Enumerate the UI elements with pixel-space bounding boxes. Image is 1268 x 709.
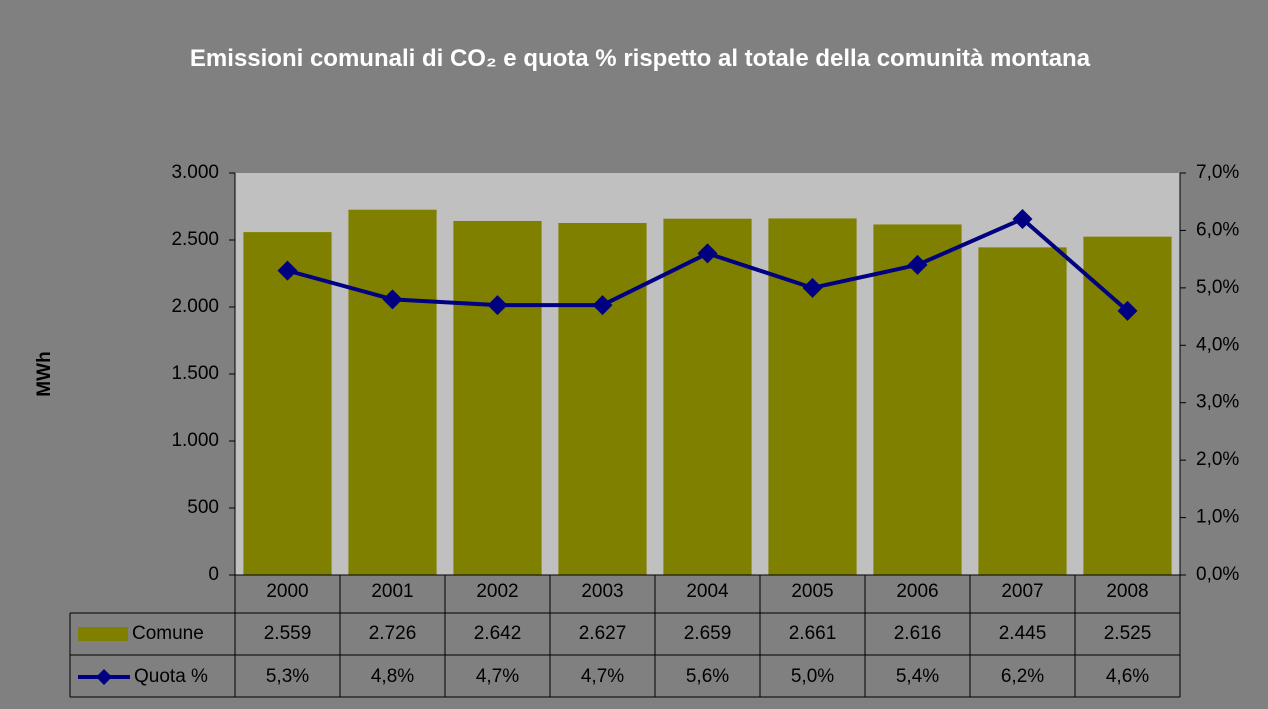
- table-value: 5,6%: [686, 666, 729, 687]
- bar: [978, 247, 1067, 575]
- marker: [907, 254, 928, 275]
- y-tick-label: 0: [208, 564, 219, 585]
- y-tick-label: 2.000: [171, 296, 219, 317]
- table-value: 2.616: [894, 623, 942, 644]
- bar: [873, 224, 962, 575]
- table-value: 2.659: [684, 623, 732, 644]
- y-tick-label: 500: [187, 497, 219, 518]
- y2-tick-label: 6,0%: [1196, 219, 1239, 240]
- x-tick-label: 2003: [581, 581, 623, 602]
- y2-tick-label: 5,0%: [1196, 277, 1239, 298]
- marker: [382, 289, 403, 310]
- bar: [1083, 236, 1172, 575]
- y-axis-label: MWh: [34, 351, 55, 396]
- table-value: 5,3%: [266, 666, 309, 687]
- y2-tick-label: 7,0%: [1196, 162, 1239, 183]
- x-tick-label: 2007: [1001, 581, 1043, 602]
- table-value: 4,7%: [581, 666, 624, 687]
- table-value: 5,4%: [896, 666, 939, 687]
- table-value: 2.627: [579, 623, 627, 644]
- y2-tick-label: 2,0%: [1196, 449, 1239, 470]
- bar: [663, 218, 752, 575]
- table-value: 5,0%: [791, 666, 834, 687]
- y-tick-label: 3.000: [171, 162, 219, 183]
- y-tick-label: 2.500: [171, 229, 219, 250]
- bar: [243, 232, 332, 575]
- table-value: 2.642: [474, 623, 522, 644]
- x-tick-label: 2000: [266, 581, 308, 602]
- bar: [558, 222, 647, 575]
- bar: [348, 209, 437, 575]
- y2-tick-label: 4,0%: [1196, 334, 1239, 355]
- legend-label: Quota %: [134, 666, 208, 687]
- bar: [453, 220, 542, 576]
- table-value: 2.525: [1104, 623, 1152, 644]
- y2-tick-label: 3,0%: [1196, 392, 1239, 413]
- x-tick-label: 2005: [791, 581, 833, 602]
- chart-title: Emissioni comunali di CO₂ e quota % risp…: [189, 45, 1091, 72]
- marker: [697, 243, 718, 264]
- table-value: 2.726: [369, 623, 417, 644]
- table-value: 4,8%: [371, 666, 414, 687]
- legend-marker: [96, 669, 112, 685]
- marker: [277, 260, 298, 281]
- marker: [1012, 208, 1033, 229]
- y-tick-label: 1.500: [171, 363, 219, 384]
- marker: [1117, 300, 1138, 321]
- marker: [802, 277, 823, 298]
- table-value: 4,7%: [476, 666, 519, 687]
- table-value: 6,2%: [1001, 666, 1044, 687]
- legend-key: [78, 627, 128, 641]
- y2-tick-label: 0,0%: [1196, 564, 1239, 585]
- y2-tick-label: 1,0%: [1196, 507, 1239, 528]
- bar: [768, 218, 857, 575]
- marker: [487, 295, 508, 316]
- table-value: 2.661: [789, 623, 837, 644]
- marker: [592, 295, 613, 316]
- legend-label: Comune: [132, 623, 204, 644]
- y-tick-label: 1.000: [171, 430, 219, 451]
- table-value: 2.559: [264, 623, 312, 644]
- table-value: 2.445: [999, 623, 1047, 644]
- x-tick-label: 2008: [1106, 581, 1148, 602]
- x-tick-label: 2006: [896, 581, 938, 602]
- x-tick-label: 2001: [371, 581, 413, 602]
- x-tick-label: 2002: [476, 581, 518, 602]
- x-tick-label: 2004: [686, 581, 729, 602]
- table-value: 4,6%: [1106, 666, 1149, 687]
